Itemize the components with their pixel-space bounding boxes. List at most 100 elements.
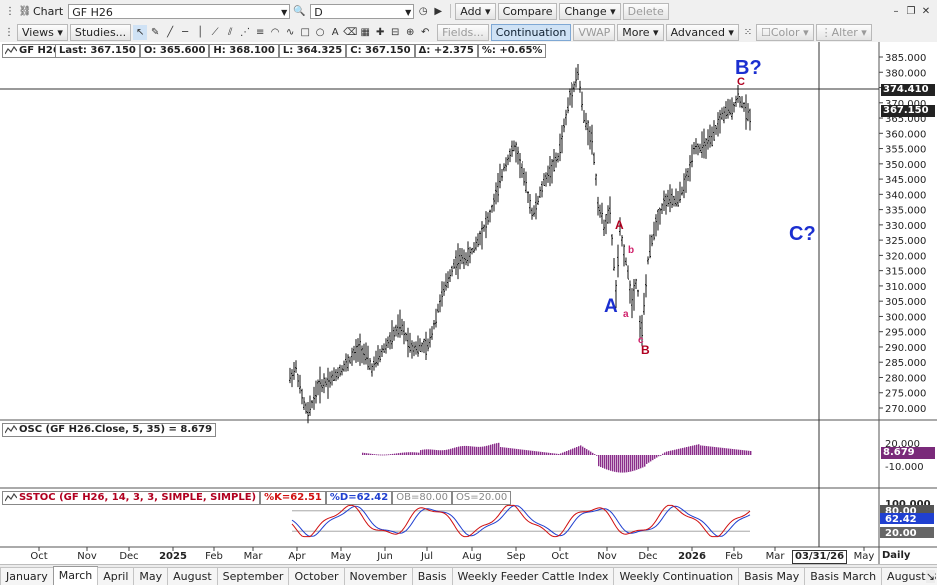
osc-histogram-bar <box>362 452 364 455</box>
add-button[interactable]: Add ▾ <box>455 2 496 20</box>
osc-histogram-bar <box>724 448 726 455</box>
continuation-button[interactable]: Continuation <box>490 23 572 41</box>
grip-icon[interactable]: ⋮ <box>4 26 14 38</box>
osc-histogram-bar <box>578 446 580 455</box>
vwap-button[interactable]: VWAP <box>573 23 616 41</box>
sstoc-header[interactable]: SSTOC (GF H26, 14, 3, 3, SIMPLE, SIMPLE)… <box>2 491 512 505</box>
wave-label-A[interactable]: A <box>604 296 618 317</box>
color-label: Color <box>770 25 800 39</box>
dot-grid-icon[interactable]: ⁙ <box>743 26 753 38</box>
tab-weekly-continuation[interactable]: Weekly Continuation <box>613 567 740 585</box>
text-icon[interactable]: A <box>331 26 339 38</box>
pointer-icon[interactable]: ↖ <box>133 24 148 40</box>
osc-histogram-bar <box>580 445 582 455</box>
restore-icon[interactable]: ❐ <box>906 5 916 17</box>
osc-histogram-bar <box>596 455 598 456</box>
tab-august-basis[interactable]: August Basis <box>881 567 937 585</box>
subwave-label-c[interactable]: c <box>638 335 644 346</box>
tab-april[interactable]: April <box>97 567 135 585</box>
alter-button[interactable]: ⋮Alter ▾ <box>815 23 872 41</box>
ellipse-icon[interactable]: ○ <box>315 26 325 38</box>
chart-canvas[interactable]: 385.000380.000375.000370.000365.000360.0… <box>0 42 937 564</box>
osc-histogram-bar <box>696 444 698 455</box>
subwave-label-a[interactable]: a <box>623 309 629 320</box>
osc-histogram-bar <box>726 448 728 455</box>
osc-histogram-bar <box>748 450 750 455</box>
pen-icon[interactable]: ✎ <box>150 26 160 38</box>
osc-histogram-bar <box>406 452 408 455</box>
osc-histogram-bar <box>420 450 422 455</box>
advanced-button[interactable]: Advanced ▾ <box>665 23 739 41</box>
tab-weekly-feeder-cattle-index[interactable]: Weekly Feeder Cattle Index <box>451 567 615 585</box>
color-button[interactable]: ☐Color ▾ <box>755 23 814 41</box>
minimize-icon[interactable]: – <box>893 5 899 17</box>
osc-histogram-bar <box>638 455 640 470</box>
fields-button[interactable]: Fields... <box>437 23 489 41</box>
fan-icon[interactable]: ⋰ <box>240 26 251 38</box>
fib-icon[interactable]: ≡ <box>255 26 265 38</box>
tab-basis-may[interactable]: Basis May <box>738 567 806 585</box>
osc-histogram-bar <box>714 446 716 455</box>
studies-button[interactable]: Studies... <box>69 23 132 41</box>
delete-button[interactable]: Delete <box>622 2 669 20</box>
ray-icon[interactable]: ⟋ <box>211 26 219 38</box>
tab-november[interactable]: November <box>343 567 413 585</box>
chart-link-icon[interactable]: ⛓ <box>18 5 32 17</box>
tab-may[interactable]: May <box>133 567 169 585</box>
symbol-input[interactable]: GF H26 ▼ <box>68 3 291 19</box>
osc-histogram-bar <box>708 446 710 455</box>
channel-icon[interactable]: ⫽ <box>227 26 233 38</box>
tab-basis[interactable]: Basis <box>411 567 453 585</box>
osc-histogram-bar <box>464 445 466 455</box>
subwave-label-B[interactable]: B <box>641 343 650 357</box>
clock-icon[interactable]: ◷ <box>418 5 428 17</box>
crosshair-icon[interactable]: ✚ <box>375 26 385 38</box>
play-icon[interactable]: ▶ <box>434 5 443 17</box>
search-icon[interactable]: 🔍 <box>293 5 306 17</box>
wave-label-B[interactable]: B? <box>735 57 762 79</box>
arc-icon[interactable]: ◠ <box>270 26 280 38</box>
change-button[interactable]: Change ▾ <box>559 2 621 20</box>
osc-histogram-bar <box>480 446 482 455</box>
price-tick-label: 350.000 <box>885 160 926 171</box>
sstoc-tick-label: 62.42 <box>885 514 917 525</box>
tab-scroll-icon[interactable]: ↘ <box>925 570 935 583</box>
compare-button[interactable]: Compare <box>497 2 558 20</box>
tab-october[interactable]: October <box>288 567 345 585</box>
osc-histogram-bar <box>502 447 504 455</box>
more-button[interactable]: More ▾ <box>617 23 664 41</box>
period-dropdown-icon[interactable]: ▼ <box>405 7 412 17</box>
tab-september[interactable]: September <box>216 567 290 585</box>
chart-area[interactable]: 385.000380.000375.000370.000365.000360.0… <box>0 42 937 564</box>
measure-icon[interactable]: ⊟ <box>390 26 400 38</box>
line-icon[interactable]: ╱ <box>167 26 174 38</box>
symbol-dropdown-icon[interactable]: ▼ <box>281 7 288 17</box>
subwave-label-C[interactable]: C <box>737 76 745 88</box>
undo-icon[interactable]: ↶ <box>420 26 430 38</box>
wave-label-C[interactable]: C? <box>789 223 816 245</box>
osc-histogram-bar <box>642 455 644 468</box>
osc-header[interactable]: OSC (GF H26.Close, 5, 35) = 8.679 <box>2 423 217 437</box>
subwave-label-A[interactable]: A <box>615 218 624 232</box>
tab-january[interactable]: January <box>0 567 54 585</box>
osc-histogram-bar <box>570 449 572 455</box>
osc-histogram-bar <box>592 452 594 455</box>
close-icon[interactable]: ✕ <box>921 5 931 17</box>
gridline-icon[interactable]: ▦ <box>360 26 370 38</box>
grip-icon[interactable]: ⋮ <box>5 5 15 17</box>
cycle-icon[interactable]: ⊕ <box>405 26 415 38</box>
tab-march[interactable]: March <box>52 566 99 585</box>
period-input[interactable]: D ▼ <box>310 3 415 19</box>
curve-icon[interactable]: ∿ <box>285 26 295 38</box>
hline-icon[interactable]: ─ <box>182 26 189 38</box>
vline-icon[interactable]: │ <box>197 26 204 38</box>
price-tick-label: 330.000 <box>885 221 926 232</box>
osc-histogram-bar <box>382 454 384 456</box>
eraser-icon[interactable]: ⌫ <box>343 26 358 38</box>
subwave-label-b[interactable]: b <box>628 245 635 256</box>
osc-histogram-bar <box>688 446 690 455</box>
rectangle-icon[interactable]: □ <box>300 26 310 38</box>
tab-august[interactable]: August <box>167 567 218 585</box>
tab-basis-march[interactable]: Basis March <box>804 567 883 585</box>
views-button[interactable]: Views ▾ <box>17 23 68 41</box>
